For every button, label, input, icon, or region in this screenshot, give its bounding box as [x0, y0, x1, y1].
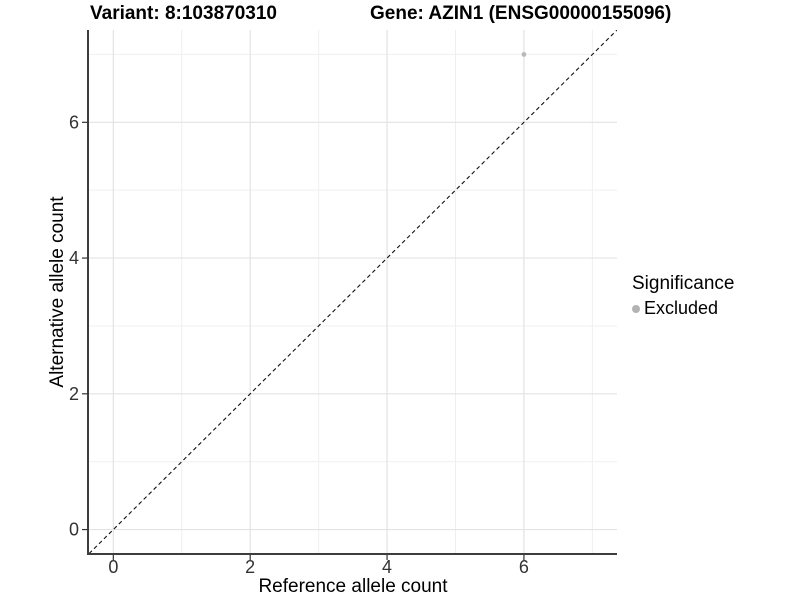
legend-entry-label: Excluded: [644, 298, 719, 318]
y-tick-label: 2: [69, 384, 79, 404]
identity-line: [88, 30, 617, 554]
x-tick-label: 2: [245, 557, 255, 577]
legend-point-icon: [632, 304, 640, 313]
data-point: [521, 52, 527, 57]
legend: Significance Excluded: [632, 273, 734, 319]
x-tick-label: 6: [519, 557, 529, 577]
x-axis-title: Reference allele count: [258, 576, 448, 597]
x-tick-label: 4: [382, 557, 392, 577]
legend-entries: Excluded: [632, 298, 734, 319]
plot-title-variant: Variant: 8:103870310: [90, 3, 277, 24]
x-tick-label: 0: [108, 557, 118, 577]
legend-entry: Excluded: [632, 298, 734, 319]
y-axis-title: Alternative allele count: [47, 196, 68, 388]
y-tick-label: 6: [69, 112, 79, 132]
legend-title: Significance: [632, 273, 735, 294]
plot-title-gene: Gene: AZIN1 (ENSG00000155096): [370, 3, 672, 24]
y-tick-label: 4: [69, 248, 79, 268]
y-tick-label: 0: [69, 520, 79, 540]
